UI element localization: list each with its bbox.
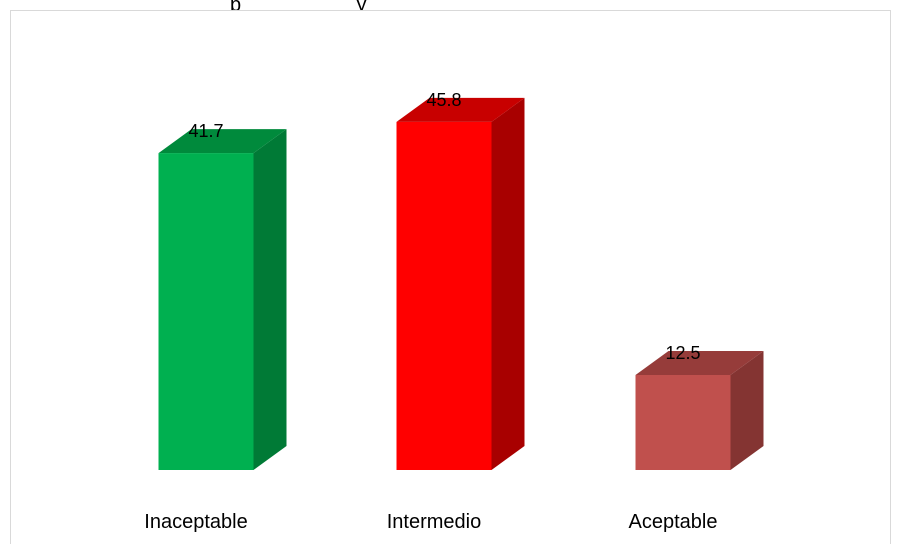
x-tick-label-aceptable: Aceptable [629, 511, 718, 533]
bar-front-intermedio [396, 121, 492, 471]
bar-intermedio [396, 97, 525, 471]
bar-inaceptable [158, 129, 287, 470]
data-label-aceptable: 12.5 [665, 343, 700, 363]
data-label-inaceptable: 41.7 [188, 121, 223, 141]
x-tick-label-inaceptable: Inaceptable [144, 511, 247, 533]
bar-top-aceptable [635, 351, 764, 375]
x-tick-label-intermedio: Intermedio [387, 511, 482, 533]
data-label-intermedio: 45.8 [426, 90, 461, 110]
bar-aceptable [635, 351, 764, 470]
chart-title-fragment: p y [230, 0, 367, 16]
bar-front-inaceptable [158, 153, 254, 470]
bar-side-intermedio [491, 97, 525, 471]
bar-side-aceptable [730, 351, 764, 470]
bar-top-intermedio [396, 97, 525, 122]
bar-side-inaceptable [253, 129, 287, 470]
bar-top-inaceptable [158, 129, 287, 154]
bar-front-aceptable [635, 375, 731, 470]
